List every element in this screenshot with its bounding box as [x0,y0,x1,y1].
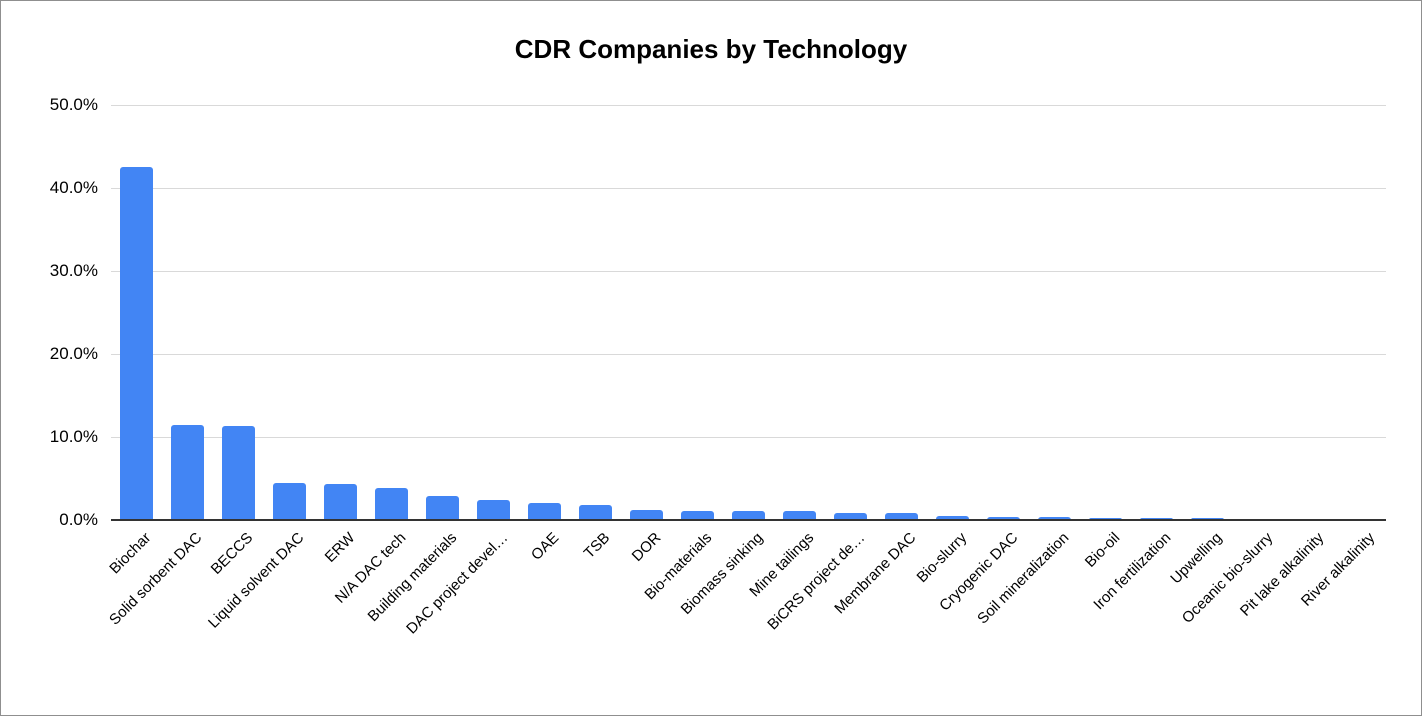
y-gridline [111,437,1386,438]
x-tick-label: Bio-slurry [913,529,970,587]
x-tick-label: Pit lake alkalinity [1236,529,1327,620]
x-tick-label: Building materials [364,529,460,626]
x-tick-label: Iron fertilization [1089,529,1174,614]
x-tick-label: Biomass sinking [677,529,766,618]
x-tick-label: ERW [321,529,358,566]
x-tick-label: OAE [527,529,562,564]
bar-biomass-sinking [732,510,765,520]
y-tick-label: 30.0% [49,261,98,280]
bar-oae [528,502,561,520]
x-tick-label: River alkalinity [1297,529,1378,610]
bar-building-materials [426,495,459,520]
x-tick-label: Cryogenic DAC [935,529,1021,615]
bar-tsb [579,505,612,520]
bar-bio-materials [681,510,714,520]
x-tick-label: BECCS [207,529,256,578]
bar-cryogenic-dac [987,516,1020,520]
y-gridline [111,188,1386,189]
bar-upwelling [1191,517,1224,520]
x-tick-label: Solid sorbent DAC [105,529,205,629]
x-tick-label: Biochar [105,529,154,578]
x-tick-label: Membrane DAC [830,529,919,618]
x-tick-label: Oceanic bio-slurry [1178,529,1276,627]
x-tick-label: Soil mineralization [973,529,1072,628]
x-tick-label: DOR [628,529,664,565]
bar-biochar [120,167,153,520]
y-tick-label: 50.0% [49,95,98,114]
x-tick-label: N/A DAC tech [331,529,409,607]
bar-bicrs-project-de [834,512,867,520]
bar-solid-sorbent-dac [171,424,204,520]
y-tick-label: 40.0% [49,178,98,197]
y-gridline [111,271,1386,272]
bar-soil-mineralization [1038,517,1071,520]
bar-mine-tailings [783,510,816,520]
bar-iron-fertilization [1140,517,1173,520]
bar-beccs [222,426,255,520]
x-tick-label: Liquid solvent DAC [204,529,307,632]
bar-dac-project-devel [477,500,510,520]
x-tick-label: Bio-materials [640,529,715,604]
y-tick-label: 10.0% [49,427,98,446]
bar-n-a-dac-tech [375,488,408,520]
x-tick-label: Bio-oil [1081,529,1123,571]
y-gridline [111,354,1386,355]
bar-bio-slurry [936,515,969,520]
x-tick-label: TSB [580,529,613,562]
x-tick-label: DAC project devel… [402,529,511,638]
y-tick-label: 0.0% [59,510,98,529]
x-tick-label: BiCRS project de… [763,529,868,634]
chart-title: CDR Companies by Technology [514,34,908,64]
bar-erw [324,484,357,520]
x-axis-line [111,519,1386,521]
y-gridline [111,105,1386,106]
x-tick-label: Mine tailings [745,529,817,601]
bar-dor [630,510,663,520]
bar-bio-oil [1089,517,1122,520]
bar-liquid-solvent-dac [273,482,306,520]
bar-membrane-dac [885,512,918,520]
y-tick-label: 20.0% [49,344,98,363]
x-tick-label: Upwelling [1166,529,1225,588]
